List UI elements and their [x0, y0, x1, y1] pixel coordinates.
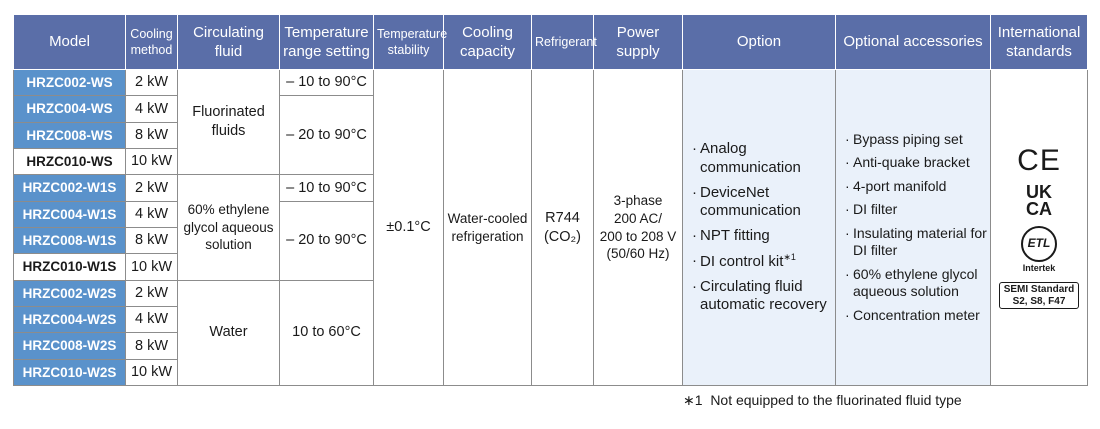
cooling-method-cell: 4 kW: [125, 305, 178, 334]
standards-cell: CE UK CA ETL Intertek SEMI Standard S2, …: [990, 69, 1088, 386]
accessory-item: Bypass piping set: [845, 131, 987, 149]
option-item: DI control kit∗1: [692, 252, 832, 272]
table-row: HRZC004-W1S 4 kW – 20 to 90°C: [13, 200, 1088, 281]
header-optional-accessories: Optional accessories: [835, 14, 991, 70]
cooling-method-cell: 8 kW: [125, 121, 178, 149]
cooling-method-cell: 4 kW: [125, 200, 178, 228]
header-cooling-method: Cooling method: [125, 14, 178, 70]
header-temperature-range: Temperature range setting: [279, 14, 374, 70]
range-cell: – 10 to 90°C: [279, 174, 374, 202]
header-temperature-stability: Temperature stability: [373, 14, 447, 70]
model-cell: HRZC004-W1S: [13, 200, 126, 228]
etl-label: Intertek: [1022, 262, 1056, 273]
option-list: Analog communication DeviceNet communica…: [686, 140, 832, 315]
table-row: HRZC004-WS 4 kW – 20 to 90°C: [13, 95, 1088, 176]
header-option: Option: [682, 14, 836, 70]
model-cell: HRZC004-WS: [13, 95, 126, 123]
range-cell: – 10 to 90°C: [279, 68, 374, 97]
power-supply-line4: (50/60 Hz): [606, 246, 670, 262]
range-cell: – 20 to 90°C: [279, 200, 374, 281]
option-item: Circulating fluid automatic recovery: [692, 278, 832, 316]
table-row: HRZC002-WS 2 kW Fluorinated fluids – 10 …: [13, 68, 1088, 386]
range-cell: – 20 to 90°C: [279, 95, 374, 176]
ukca-mark-icon: UK CA: [1026, 181, 1052, 219]
table-row: HRZC008-W1S 8 kW: [13, 226, 1088, 255]
power-supply-cell: 3-phase 200 AC/ 200 to 208 V (50/60 Hz): [593, 69, 683, 386]
model-cell: HRZC010-W2S: [13, 358, 126, 387]
model-cell: HRZC010-W1S: [13, 253, 126, 281]
semi-standard-badge: SEMI Standard S2, S8, F47: [998, 282, 1080, 310]
option-cell: Analog communication DeviceNet communica…: [682, 69, 836, 386]
cooling-method-cell: 8 kW: [125, 332, 178, 360]
header-power-supply: Power supply: [593, 14, 683, 70]
fluid-ethylene-glycol: 60% ethylene glycol aqueous solution: [177, 174, 280, 281]
cooling-method-cell: 10 kW: [125, 358, 178, 387]
footnote-text: Not equipped to the fluorinated fluid ty…: [710, 392, 962, 408]
spec-table: Model Cooling method Circulating fluid T…: [13, 14, 1088, 387]
accessory-item: 60% ethylene glycol aqueous solution: [845, 266, 987, 301]
refrigerant-line1: R744: [545, 209, 580, 226]
accessory-item: Concentration meter: [845, 307, 987, 325]
table-row: HRZC002-W2S 2 kW Water 10 to 60°C: [13, 279, 1088, 387]
header-row: Model Cooling method Circulating fluid T…: [13, 14, 1088, 70]
model-cell: HRZC010-WS: [13, 147, 126, 176]
power-supply-line1: 3-phase: [613, 193, 663, 209]
model-cell: HRZC002-W1S: [13, 174, 126, 202]
cooling-method-cell: 2 kW: [125, 68, 178, 97]
power-supply-line3: 200 to 208 V: [599, 228, 677, 244]
cooling-capacity-cell: Water-cooled refrigeration: [443, 69, 532, 386]
header-circulating-fluid: Circulating fluid: [177, 14, 280, 70]
header-cooling-capacity: Cooling capacity: [443, 14, 532, 70]
range-cell: 10 to 60°C: [279, 279, 374, 387]
table-row: HRZC008-W2S 8 kW: [13, 332, 1088, 360]
cooling-method-cell: 2 kW: [125, 174, 178, 202]
cooling-method-cell: 2 kW: [125, 279, 178, 307]
fluid-water: Water: [177, 279, 280, 387]
power-supply-line2: 200 AC/: [613, 210, 663, 226]
refrigerant-line2: (CO₂): [543, 228, 582, 245]
cooling-method-cell: 4 kW: [125, 95, 178, 123]
table-row: HRZC002-W1S 2 kW 60% ethylene glycol aqu…: [13, 174, 1088, 281]
model-cell: HRZC002-WS: [13, 68, 126, 97]
refrigerant-cell: R744 (CO₂): [531, 69, 594, 386]
cooling-method-cell: 10 kW: [125, 147, 178, 176]
model-cell: HRZC008-WS: [13, 121, 126, 149]
accessories-list: Bypass piping set Anti-quake bracket 4-p…: [839, 131, 987, 325]
model-cell: HRZC008-W2S: [13, 332, 126, 360]
etl-mark-icon: ETL Intertek: [1021, 225, 1057, 275]
header-model: Model: [13, 14, 126, 70]
fluid-fluorinated: Fluorinated fluids: [177, 68, 280, 176]
header-international-standards: International standards: [990, 14, 1088, 70]
footnote-marker: ∗1: [783, 251, 796, 262]
footnote-mark: ∗1: [683, 392, 703, 408]
ce-mark-icon: CE: [1017, 143, 1061, 177]
cooling-method-cell: 10 kW: [125, 253, 178, 281]
accessories-cell: Bypass piping set Anti-quake bracket 4-p…: [835, 69, 991, 386]
accessory-item: Anti-quake bracket: [845, 154, 987, 172]
model-cell: HRZC008-W1S: [13, 226, 126, 255]
option-item: Analog communication: [692, 140, 832, 178]
model-cell: HRZC002-W2S: [13, 279, 126, 307]
accessory-item: DI filter: [845, 201, 987, 219]
cooling-method-cell: 8 kW: [125, 226, 178, 255]
accessory-item: 4-port manifold: [845, 178, 987, 196]
table-row: HRZC010-W2S 10 kW: [13, 358, 1088, 387]
option-item: DeviceNet communication: [692, 184, 832, 222]
temperature-stability-cell: ±0.1°C: [373, 69, 444, 386]
header-refrigerant: Refrigerant: [531, 14, 597, 70]
model-cell: HRZC004-W2S: [13, 305, 126, 334]
footnote: ∗1 Not equipped to the fluorinated fluid…: [683, 392, 962, 409]
table-row: HRZC010-W1S 10 kW: [13, 253, 1088, 281]
accessory-item: Insulating material for DI filter: [845, 225, 987, 260]
table-row: HRZC008-WS 8 kW: [13, 121, 1088, 149]
option-item: NPT fitting: [692, 227, 832, 246]
certification-marks: CE UK CA ETL Intertek SEMI Standard S2, …: [994, 143, 1084, 310]
table-row: HRZC010-WS 10 kW: [13, 147, 1088, 176]
